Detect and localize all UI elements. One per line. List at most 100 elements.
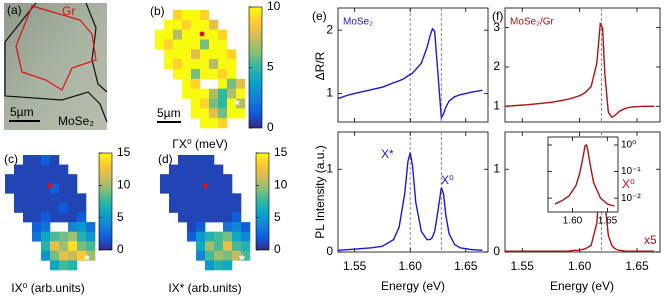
map-cell bbox=[68, 241, 78, 252]
map-cell bbox=[178, 164, 188, 175]
map-cell bbox=[209, 88, 219, 99]
map-cell bbox=[205, 212, 215, 223]
map-cell bbox=[187, 183, 197, 194]
colorbar-tick-label: 10 bbox=[267, 0, 281, 13]
map-cell bbox=[191, 39, 201, 50]
map-cell bbox=[182, 19, 192, 30]
colorbar bbox=[255, 152, 270, 251]
map-cell bbox=[182, 78, 192, 89]
x-tick-label: 1.60 bbox=[399, 259, 423, 273]
map-cell bbox=[178, 193, 188, 204]
material-label: MoSe₂ bbox=[58, 114, 94, 128]
map-cell bbox=[182, 29, 192, 40]
map-cell bbox=[205, 164, 215, 175]
map-cell bbox=[182, 49, 192, 60]
map-cell bbox=[59, 250, 69, 261]
map-cell bbox=[14, 164, 24, 175]
map-cell bbox=[223, 212, 233, 223]
map-cell bbox=[50, 193, 60, 204]
map-cell bbox=[241, 241, 251, 252]
map-cell bbox=[173, 69, 183, 80]
position-marker bbox=[199, 31, 205, 37]
y-tick-label: 10⁰ bbox=[621, 140, 636, 151]
map-cell bbox=[187, 231, 197, 242]
map-cell bbox=[196, 241, 206, 252]
map-cell bbox=[32, 212, 42, 223]
map-cell bbox=[227, 98, 237, 109]
map-cell bbox=[223, 231, 233, 242]
map-cell bbox=[41, 202, 51, 213]
map-cell bbox=[14, 183, 24, 194]
colorbar-tick-label: 10 bbox=[117, 178, 131, 192]
map-cell bbox=[227, 78, 237, 89]
map-cell bbox=[218, 98, 228, 109]
map-cell bbox=[68, 183, 78, 194]
map-cell bbox=[214, 183, 224, 194]
map-cell bbox=[187, 155, 197, 165]
map-cell bbox=[218, 29, 228, 40]
map-cell bbox=[223, 183, 233, 194]
map-cell bbox=[191, 19, 201, 30]
map-cell bbox=[200, 10, 210, 21]
map-cell bbox=[214, 260, 224, 271]
map-cell bbox=[223, 202, 233, 213]
map-cell bbox=[196, 183, 206, 194]
map-cell bbox=[227, 49, 237, 60]
map-cell bbox=[178, 202, 188, 213]
map-cell bbox=[200, 39, 210, 50]
map-cell bbox=[209, 19, 219, 30]
map-cell bbox=[173, 49, 183, 60]
colorbar bbox=[98, 152, 113, 251]
map-cell bbox=[191, 29, 201, 40]
y-tick-label: 0 bbox=[493, 244, 500, 258]
position-marker: ★ bbox=[233, 97, 241, 107]
map-cell bbox=[200, 98, 210, 109]
map-cell bbox=[205, 260, 215, 271]
map-cell bbox=[178, 174, 188, 185]
map-cell bbox=[218, 108, 228, 119]
map-cell bbox=[214, 250, 224, 261]
map-cell bbox=[200, 19, 210, 30]
map-cell bbox=[41, 174, 51, 185]
map-cell bbox=[232, 202, 242, 213]
map-cell bbox=[86, 241, 96, 252]
map-cell bbox=[218, 49, 228, 60]
map-cell bbox=[41, 164, 51, 175]
panel-label: (b) bbox=[150, 4, 165, 18]
map-cell bbox=[196, 164, 206, 175]
x-tick-label: 1.60 bbox=[563, 216, 583, 227]
map-cell bbox=[32, 174, 42, 185]
map-cell bbox=[77, 193, 87, 204]
colorbar-tick-label: 15 bbox=[117, 145, 131, 159]
map-cell bbox=[23, 174, 33, 185]
map-cell bbox=[14, 202, 24, 213]
map-cell bbox=[86, 250, 96, 261]
map-cell bbox=[32, 183, 42, 194]
map-cell bbox=[23, 193, 33, 204]
colorbar-tick-label: 5 bbox=[117, 210, 124, 224]
map-cell bbox=[218, 118, 228, 129]
panel-label: (c) bbox=[4, 152, 18, 166]
map-cell bbox=[191, 98, 201, 109]
map-cell bbox=[205, 193, 215, 204]
spectrum-line bbox=[337, 152, 483, 252]
spectrum-line bbox=[505, 166, 655, 252]
map-cell bbox=[59, 212, 69, 223]
peak-label: X* bbox=[381, 147, 394, 161]
map-cell bbox=[223, 241, 233, 252]
map-cell bbox=[191, 78, 201, 89]
plot-frame bbox=[337, 7, 489, 123]
map-cell bbox=[196, 222, 206, 232]
x-axis-label: Energy (eV) bbox=[550, 279, 614, 293]
map-cell bbox=[209, 39, 219, 50]
map-cell bbox=[77, 241, 87, 252]
map-cell bbox=[191, 10, 201, 21]
map-cell bbox=[59, 174, 69, 185]
map-cell bbox=[59, 164, 69, 175]
map-cell bbox=[155, 39, 165, 50]
map-cell bbox=[164, 29, 174, 40]
map-cell bbox=[182, 88, 192, 99]
position-marker: ★ bbox=[238, 252, 246, 262]
plot-frame bbox=[337, 131, 489, 253]
